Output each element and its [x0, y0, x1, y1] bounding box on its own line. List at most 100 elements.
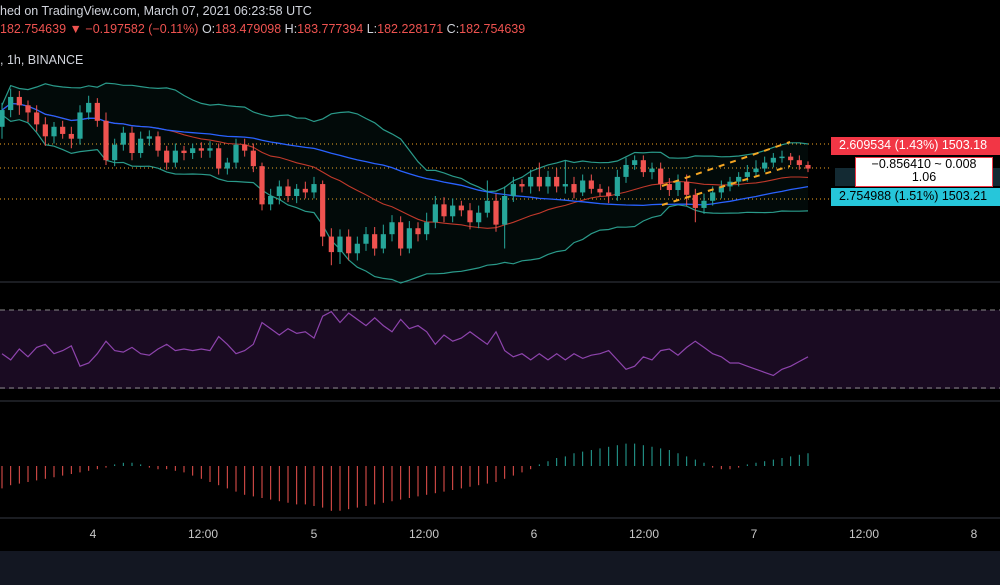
candle-body	[129, 132, 135, 154]
candle-body	[571, 184, 577, 193]
high-key: H:	[284, 22, 298, 36]
candle-body	[86, 102, 92, 113]
candle-body	[458, 205, 464, 211]
candle-body	[614, 176, 620, 196]
candle-body	[623, 164, 629, 177]
candle-body	[476, 212, 482, 223]
candle-body	[302, 188, 308, 193]
low-value: 182.228171	[377, 22, 444, 36]
interval-exchange: , 1h, BINANCE	[0, 53, 84, 67]
lower-price-flag: 2.754988 (1.51%) 1503.21	[831, 188, 1000, 206]
candle-body	[320, 184, 326, 237]
symbol-line[interactable]: , 1h, BINANCE	[0, 53, 83, 67]
candle-body	[94, 102, 100, 121]
x-tick-label: 12:00	[188, 527, 218, 541]
candle-body	[432, 204, 438, 223]
candle-body	[519, 184, 525, 187]
candle-body	[103, 120, 109, 161]
candle-body	[510, 184, 516, 196]
candle-body	[146, 136, 152, 139]
candle-body	[484, 200, 490, 213]
x-tick-label: 7	[751, 527, 758, 541]
candle-body	[181, 150, 187, 154]
x-tick-label: 12:00	[409, 527, 439, 541]
close-value: 182.754639	[459, 22, 526, 36]
candle-body	[692, 194, 698, 208]
candle-body	[779, 156, 785, 159]
candle-body	[658, 168, 664, 185]
candle-body	[380, 234, 386, 249]
candle-body	[268, 196, 274, 205]
upper-flag-text: 2.609534 (1.43%) 1503.18	[839, 138, 988, 152]
candle-body	[597, 188, 603, 193]
measure-flag-line1: −0.856410 ~ 0.008	[871, 157, 977, 171]
candle-body	[172, 150, 178, 163]
candle-body	[640, 160, 646, 173]
x-tick-label: 8	[971, 527, 978, 541]
candle-body	[805, 164, 811, 169]
candle-body	[406, 228, 412, 249]
bb-lower-line	[1, 114, 809, 284]
candle-body	[588, 180, 594, 189]
candle-body	[580, 180, 586, 193]
candle-body	[259, 166, 265, 205]
candle-body	[155, 136, 161, 151]
candle-body	[545, 176, 551, 187]
x-tick-label: 12:00	[849, 527, 879, 541]
candle-body	[198, 148, 204, 151]
candle-body	[207, 148, 213, 151]
candle-body	[675, 181, 681, 191]
open-value: 183.479098	[215, 22, 282, 36]
candle-body	[34, 112, 40, 125]
candle-body	[68, 133, 74, 139]
candle-body	[796, 160, 802, 165]
candle-body	[450, 205, 456, 217]
last-price: 182.754639	[0, 22, 67, 36]
candle-body	[242, 144, 248, 151]
change-arrow-icon: ▼	[69, 22, 82, 36]
candle-body	[632, 160, 638, 165]
candle-body	[112, 144, 118, 161]
candle-body	[424, 222, 430, 235]
candle-body	[363, 234, 369, 244]
candle-body	[536, 176, 542, 187]
candle-body	[346, 236, 352, 254]
candle-body	[311, 184, 317, 193]
candle-body	[0, 110, 5, 127]
ma-slow-line	[1, 102, 809, 207]
candle-body	[16, 96, 22, 106]
x-tick-label: 6	[531, 527, 538, 541]
published-text: hed on TradingView.com, March 07, 2021 0…	[0, 4, 312, 18]
candle-body	[762, 162, 768, 169]
candle-body	[744, 172, 750, 177]
candle-body	[42, 124, 48, 137]
candle-body	[710, 192, 716, 201]
candle-body	[138, 138, 144, 154]
x-tick-label: 12:00	[629, 527, 659, 541]
candle-body	[753, 168, 759, 173]
candle-body	[389, 222, 395, 235]
low-key: L:	[366, 22, 378, 36]
candle-body	[467, 210, 473, 223]
candle-body	[441, 204, 447, 217]
candle-body	[337, 236, 343, 253]
candle-body	[354, 243, 360, 254]
candle-body	[415, 228, 421, 235]
lower-flag-text: 2.754988 (1.51%) 1503.21	[839, 189, 988, 203]
channel-lower-line	[661, 165, 791, 206]
candle-body	[120, 132, 126, 145]
candle-body	[554, 176, 560, 187]
candle-body	[51, 126, 57, 137]
candle-body	[8, 96, 14, 111]
candle-body	[528, 176, 534, 187]
candle-body	[770, 157, 776, 163]
close-key: C:	[446, 22, 460, 36]
x-tick-label: 5	[311, 527, 318, 541]
upper-price-flag: 2.609534 (1.43%) 1503.18	[831, 137, 1000, 155]
ohlc-line: 182.754639 ▼ −0.197582 (−0.11%) O:183.47…	[0, 22, 525, 36]
open-key: O:	[201, 22, 216, 36]
measure-flag: −0.856410 ~ 0.008 1.06	[855, 157, 993, 187]
published-line: hed on TradingView.com, March 07, 2021 0…	[0, 4, 312, 18]
